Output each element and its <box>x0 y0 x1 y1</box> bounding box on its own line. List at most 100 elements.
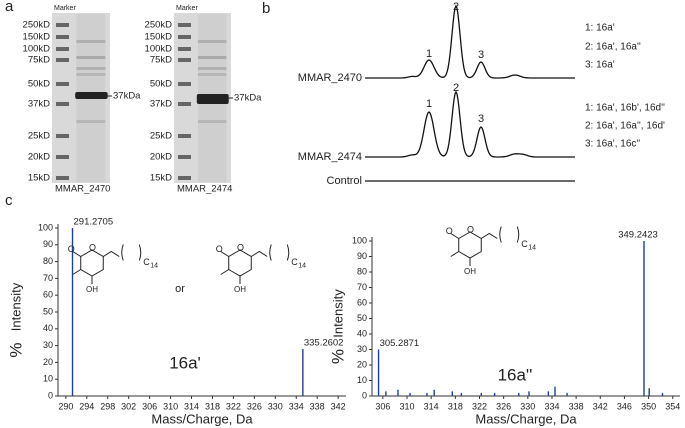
marker-band <box>56 82 69 86</box>
x-tick-label: 322 <box>226 401 241 411</box>
protein-band <box>196 94 229 104</box>
y-axis-label: % <box>328 349 347 364</box>
faint-band <box>197 56 227 59</box>
trace-label: MMAR_2474 <box>298 151 362 163</box>
y-tick-label: 100 <box>38 222 53 232</box>
marker-band <box>56 176 69 180</box>
x-tick-label: 346 <box>617 401 632 411</box>
bond <box>72 251 82 257</box>
x-tick-label: 334 <box>544 401 559 411</box>
faint-band <box>76 73 106 76</box>
x-tick-label: 314 <box>424 401 439 411</box>
y-tick-label: 50 <box>43 306 53 316</box>
x-tick-label: 334 <box>289 401 304 411</box>
marker-band <box>178 102 191 106</box>
marker-band <box>56 47 69 51</box>
bond <box>72 269 82 275</box>
marker-label: 150kD <box>23 32 51 43</box>
atom-label: O <box>446 226 453 236</box>
peak-label: 291.2705 <box>74 217 114 228</box>
x-tick-label: 318 <box>448 401 463 411</box>
panel-label: b <box>262 0 270 17</box>
y-tick-label: 0 <box>362 390 367 400</box>
x-tick-label: 310 <box>163 401 178 411</box>
marker-band <box>178 35 191 39</box>
marker-label: 25kD <box>28 131 50 142</box>
x-tick-label: 294 <box>79 401 94 411</box>
y-tick-label: 60 <box>357 297 367 307</box>
peak-annotation: 1: 16a', 16b', 16d'' <box>585 103 665 114</box>
y-tick-label: 10 <box>43 374 53 384</box>
bracket <box>499 226 520 243</box>
gel-header: Marker <box>176 5 198 12</box>
chromatogram-trace <box>365 90 575 158</box>
x-tick-label: 322 <box>472 401 487 411</box>
panel-label: a <box>5 0 14 15</box>
marker-label: 50kD <box>28 79 50 90</box>
atom-label: 14 <box>298 262 306 269</box>
y-tick-label: 90 <box>357 251 367 261</box>
y-tick-label: 30 <box>357 344 367 354</box>
x-axis-label: Mass/Charge, Da <box>475 411 577 426</box>
marker-label: 75kD <box>28 55 50 66</box>
y-tick-label: 80 <box>43 256 53 266</box>
y-tick-label: 30 <box>43 340 53 350</box>
chain <box>102 250 120 257</box>
marker-label: 15kD <box>150 173 172 184</box>
marker-label: 20kD <box>28 152 50 163</box>
faint-band <box>76 120 106 123</box>
chain <box>480 232 498 239</box>
marker-label: 37kD <box>28 99 50 110</box>
atom-label: OH <box>86 285 98 294</box>
y-tick-label: 40 <box>43 323 53 333</box>
x-tick-label: 290 <box>58 401 73 411</box>
y-axis-label: Intensity <box>330 289 345 338</box>
x-tick-label: 310 <box>400 401 415 411</box>
faint-band <box>76 40 106 43</box>
marker-band <box>178 134 191 138</box>
atom-label: OH <box>234 285 246 294</box>
ring <box>80 249 104 277</box>
peak-annotation: 3: 16a', 16c'' <box>585 139 640 150</box>
x-tick-label: 342 <box>593 401 608 411</box>
atom-label: 14 <box>150 262 158 269</box>
x-axis-label: Mass/Charge, Da <box>151 411 253 426</box>
bracket <box>269 244 290 261</box>
marker-label: 20kD <box>150 152 172 163</box>
chromatogram-trace <box>365 4 575 79</box>
marker-band <box>56 134 69 138</box>
protein-band <box>75 92 108 99</box>
ring <box>228 249 252 277</box>
x-tick-label: 326 <box>496 401 511 411</box>
peak-label: 2 <box>453 1 459 13</box>
faint-band <box>76 67 106 70</box>
marker-band <box>56 58 69 62</box>
lane-label: MMAR_2474 <box>177 184 232 195</box>
faint-band <box>197 73 227 76</box>
y-tick-label: 70 <box>357 282 367 292</box>
peak-label: 1 <box>426 48 432 60</box>
atom-label: OH <box>464 267 476 276</box>
atom-label: 14 <box>528 244 536 251</box>
y-tick-label: 90 <box>43 239 53 249</box>
x-tick-label: 338 <box>310 401 325 411</box>
atom-label: O <box>216 244 223 254</box>
x-tick-label: 342 <box>331 401 346 411</box>
marker-band <box>178 47 191 51</box>
marker-label: 250kD <box>145 20 173 31</box>
y-tick-label: 70 <box>43 273 53 283</box>
y-axis-label: % <box>6 342 25 357</box>
bracket <box>121 244 142 261</box>
atom-label: O <box>467 224 474 234</box>
y-tick-label: 20 <box>43 357 53 367</box>
atom-label: C <box>143 257 150 267</box>
ring <box>458 231 482 259</box>
peak-label: 335.2602 <box>304 337 344 348</box>
marker-label: 37kD <box>150 99 172 110</box>
marker-band <box>178 58 191 62</box>
peak-annotation: 1: 16a' <box>585 23 615 34</box>
atom-label: O <box>89 242 96 252</box>
marker-band <box>178 82 191 86</box>
marker-band <box>178 23 191 27</box>
